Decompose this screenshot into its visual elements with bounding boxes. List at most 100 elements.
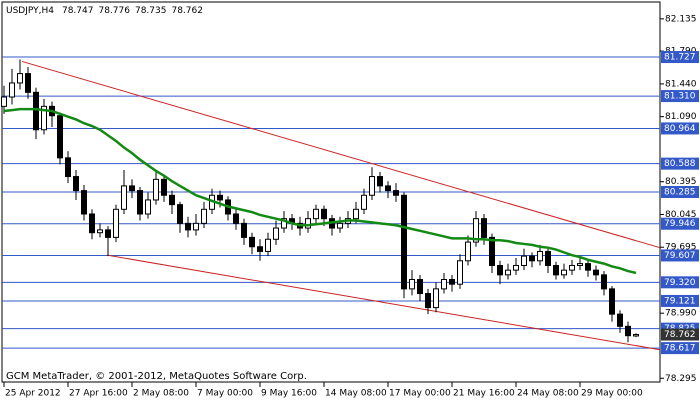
candle-body xyxy=(449,279,455,285)
candle-body xyxy=(81,190,87,215)
candle-body xyxy=(617,313,623,327)
candle-body xyxy=(1,96,7,107)
candle-body xyxy=(201,208,207,224)
candle-body xyxy=(393,190,399,196)
ohlc-value: 78.735 xyxy=(135,6,167,16)
ohlc-value: 78.776 xyxy=(98,6,130,16)
candle-body xyxy=(553,264,559,276)
level-label-box xyxy=(661,90,699,103)
candle-body xyxy=(73,176,79,192)
candle-body xyxy=(33,91,39,131)
candle-body xyxy=(193,222,199,231)
candle-body xyxy=(457,260,463,285)
candle-body xyxy=(417,279,423,295)
candle-body xyxy=(217,194,223,201)
candle-body xyxy=(409,279,415,290)
candle-body xyxy=(145,199,151,215)
symbol: USDJPY,H4 xyxy=(6,6,54,16)
level-label: 79.946 xyxy=(664,219,696,229)
candle-body xyxy=(65,157,71,178)
candle-body xyxy=(497,264,503,276)
y-tick-label: 78.990 xyxy=(665,309,697,319)
trendline xyxy=(21,60,661,249)
candle-body xyxy=(137,190,143,215)
level-label-box xyxy=(661,51,699,64)
y-tick-label: 80.395 xyxy=(665,177,697,187)
candle-body xyxy=(41,105,47,131)
y-tick-label: 81.440 xyxy=(665,79,697,89)
candle-body xyxy=(529,255,535,262)
candle-body xyxy=(609,288,615,315)
candle-body xyxy=(545,250,551,266)
x-tick-label: 21 May 16:00 xyxy=(453,389,515,399)
candle-body xyxy=(625,325,631,337)
candle-body xyxy=(25,73,31,93)
y-tick-label: 82.135 xyxy=(665,14,697,24)
candle-body xyxy=(441,279,447,290)
candle-body xyxy=(593,269,599,276)
candle-body xyxy=(369,176,375,196)
candle-body xyxy=(489,236,495,266)
candle-body xyxy=(121,185,127,210)
candle-body xyxy=(425,293,431,309)
level-label: 81.310 xyxy=(664,92,696,102)
candle-body xyxy=(265,238,271,252)
x-tick-label: 27 Apr 16:00 xyxy=(69,389,128,399)
level-label: 79.607 xyxy=(664,251,696,261)
level-label-box xyxy=(661,342,699,355)
level-label-box xyxy=(661,157,699,170)
candle-body xyxy=(633,334,639,337)
candle-body xyxy=(473,218,479,243)
level-label: 79.121 xyxy=(664,296,696,306)
candle-body xyxy=(521,255,527,266)
level-label-box xyxy=(661,294,699,307)
candle-body xyxy=(385,185,391,192)
candle-body xyxy=(481,218,487,238)
candle-body xyxy=(113,208,119,238)
candle-body xyxy=(377,176,383,187)
candle-body xyxy=(105,229,111,238)
level-label: 78.617 xyxy=(664,344,696,354)
candle-body xyxy=(601,274,607,290)
y-tick-label: 80.045 xyxy=(665,210,697,220)
candle-body xyxy=(353,208,359,220)
level-label-box xyxy=(661,249,699,262)
x-tick-label: 7 May 00:00 xyxy=(197,389,253,399)
candle-body xyxy=(561,269,567,276)
candle-body xyxy=(177,204,183,224)
chart-header: USDJPY,H4 78.747 78.776 78.735 78.762 xyxy=(6,6,203,16)
footer: GCM MetaTrader, © 2001-2012, MetaQuotes … xyxy=(6,371,307,382)
candle-body xyxy=(361,194,367,210)
level-label: 80.964 xyxy=(664,124,696,134)
y-tick-label: 79.695 xyxy=(665,243,697,253)
level-label-box xyxy=(661,276,699,289)
level-label-box xyxy=(661,217,699,230)
x-tick-label: 29 May 00:00 xyxy=(581,389,643,399)
candle-body xyxy=(281,218,287,229)
price-label-box xyxy=(661,328,699,341)
candle-body xyxy=(537,250,543,262)
candle-body xyxy=(505,269,511,276)
candle-body xyxy=(249,236,255,248)
candle-body xyxy=(9,82,15,98)
candle-body xyxy=(129,185,135,192)
candle-body xyxy=(153,178,159,201)
candle-body xyxy=(569,264,575,271)
candle-body xyxy=(465,241,471,262)
candle-body xyxy=(257,246,263,252)
level-label-box xyxy=(661,122,699,135)
candle-body xyxy=(577,263,583,266)
level-label-box xyxy=(661,186,699,198)
candle-body xyxy=(273,227,279,240)
candle-body xyxy=(185,222,191,231)
trendline xyxy=(107,254,661,351)
candle-body xyxy=(305,218,311,229)
x-tick-label: 24 May 08:00 xyxy=(517,389,579,399)
ohlc-value: 78.762 xyxy=(171,6,203,16)
price-label: 78.762 xyxy=(664,330,696,340)
candle-body xyxy=(241,222,247,238)
candle-body xyxy=(89,213,95,234)
candle-body xyxy=(513,264,519,271)
